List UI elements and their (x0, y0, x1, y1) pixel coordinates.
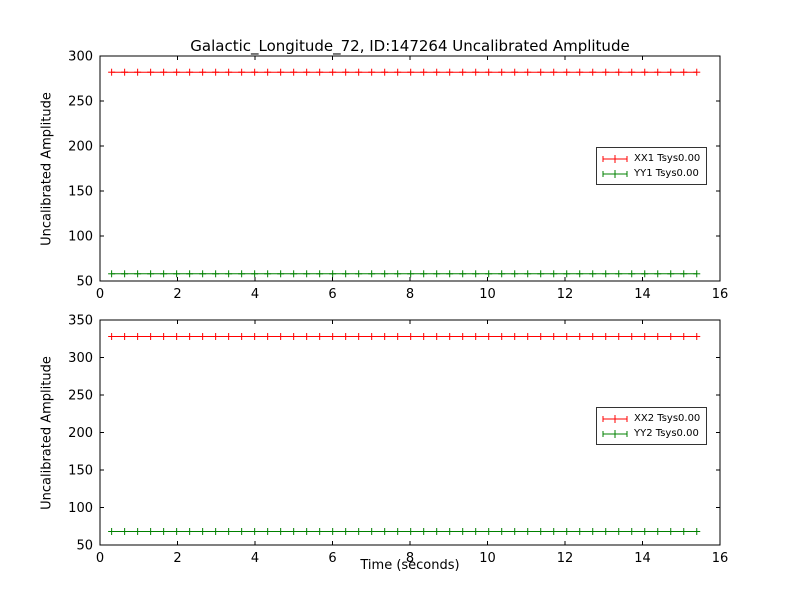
svg-text:50: 50 (76, 539, 93, 554)
errorbar-marker-icon (602, 169, 628, 178)
svg-text:4: 4 (251, 551, 259, 566)
svg-text:8: 8 (406, 287, 414, 302)
svg-text:6: 6 (328, 287, 336, 302)
svg-text:100: 100 (68, 501, 93, 516)
legend-entry: YY1 Tsys0.00 (601, 166, 700, 181)
errorbar-marker-icon (602, 154, 628, 163)
svg-text:250: 250 (68, 389, 93, 404)
legend-entry: YY2 Tsys0.00 (601, 426, 700, 441)
svg-text:350: 350 (68, 314, 93, 329)
svg-text:10: 10 (479, 551, 496, 566)
svg-text:300: 300 (68, 351, 93, 366)
errorbar-marker-icon (602, 429, 628, 438)
svg-text:6: 6 (328, 551, 336, 566)
svg-text:12: 12 (557, 551, 574, 566)
svg-text:200: 200 (68, 140, 93, 155)
svg-text:4: 4 (251, 287, 259, 302)
svg-text:14: 14 (634, 551, 651, 566)
svg-text:50: 50 (76, 275, 93, 290)
legend-label: XX2 Tsys0.00 (634, 413, 701, 424)
svg-text:0: 0 (96, 287, 104, 302)
svg-text:12: 12 (557, 287, 574, 302)
errorbar-marker-icon (602, 414, 628, 423)
svg-text:14: 14 (634, 287, 651, 302)
legend-label: YY2 Tsys0.00 (634, 428, 699, 439)
legend-label: XX1 Tsys0.00 (634, 153, 701, 164)
legend-entry: XX1 Tsys0.00 (601, 151, 700, 166)
svg-text:250: 250 (68, 95, 93, 110)
svg-text:150: 150 (68, 464, 93, 479)
svg-text:16: 16 (712, 287, 729, 302)
svg-text:0: 0 (96, 551, 104, 566)
svg-text:16: 16 (712, 551, 729, 566)
legend-top: XX1 Tsys0.00 YY1 Tsys0.00 (596, 147, 708, 185)
legend-bottom: XX2 Tsys0.00 YY2 Tsys0.00 (596, 407, 708, 445)
svg-text:2: 2 (173, 551, 181, 566)
x-axis-label: Time (seconds) (360, 558, 460, 573)
legend-entry: XX2 Tsys0.00 (601, 411, 700, 426)
svg-text:150: 150 (68, 185, 93, 200)
svg-text:10: 10 (479, 287, 496, 302)
svg-text:200: 200 (68, 426, 93, 441)
svg-text:300: 300 (68, 50, 93, 65)
chart-title: Galactic_Longitude_72, ID:147264 Uncalib… (190, 37, 630, 55)
svg-text:8: 8 (406, 551, 414, 566)
legend-label: YY1 Tsys0.00 (634, 168, 699, 179)
svg-text:2: 2 (173, 287, 181, 302)
svg-text:100: 100 (68, 230, 93, 245)
